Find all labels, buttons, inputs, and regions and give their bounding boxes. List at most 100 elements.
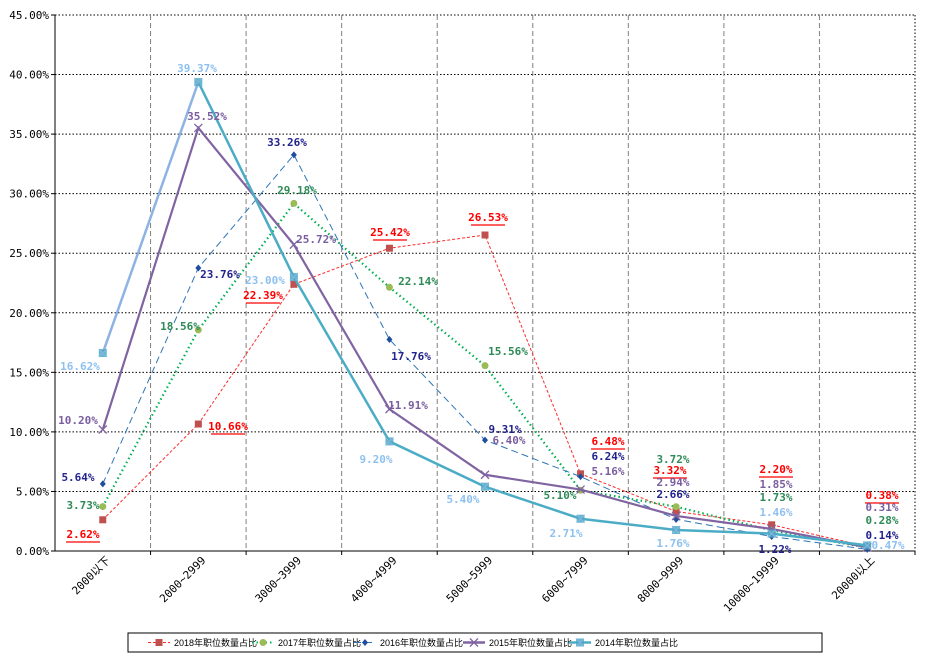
y-tick-label: 40.00% [9, 69, 49, 82]
data-label: 2.20% [759, 463, 792, 476]
marker-x [767, 529, 777, 538]
data-label: 18.56% [160, 320, 200, 333]
marker-circle [672, 503, 680, 511]
marker-diamond [290, 151, 297, 159]
marker-x [575, 638, 585, 647]
marker-diamond [195, 264, 202, 272]
marker-x [289, 272, 299, 282]
series-2014年职位数量占比 [98, 77, 872, 550]
x-tick-label: 20000以上 [829, 554, 877, 602]
y-axis: 0.00% 5.00% 10.00% 15.00% 20.00% 25.00% 30.00%… [9, 9, 56, 558]
marker-square [768, 521, 776, 529]
y-tick-label: 5.00% [16, 485, 49, 498]
series-lines [98, 77, 872, 553]
marker-circle [259, 639, 267, 646]
legend: 2018年职位数量占比 2017年职位数量占比 2016年职位数量占比 2015年职位… [127, 632, 823, 653]
data-label: 23.76% [200, 268, 240, 281]
data-label: 23.00% [245, 274, 285, 287]
data-label: 1.22% [758, 543, 791, 556]
marker-x [480, 482, 490, 492]
legend-label: 2017年职位数量占比 [278, 637, 361, 648]
data-label: 0.38% [865, 489, 898, 502]
y-tick-label: 35.00% [9, 128, 49, 141]
data-label: 2.71% [549, 527, 582, 540]
marker-square [155, 639, 163, 646]
marker-diamond [577, 473, 584, 481]
y-tick-label: 10.00% [9, 426, 49, 439]
series-line-segment [101, 81, 200, 354]
x-tick-label: 2000~2999 [157, 554, 208, 605]
marker-x [98, 425, 108, 434]
series-line [197, 81, 868, 547]
data-label: 1.73% [759, 491, 792, 504]
data-label: 33.26% [267, 136, 307, 149]
marker-x [98, 348, 108, 358]
marker-circle [194, 326, 202, 334]
marker-x [862, 541, 872, 550]
marker-square [385, 244, 393, 252]
data-label: 25.42% [370, 226, 410, 239]
data-label: 1.46% [759, 506, 792, 519]
marker-square [672, 507, 680, 515]
marker-x [384, 404, 394, 414]
data-label: 22.14% [398, 275, 438, 288]
data-label: 5.64% [61, 471, 94, 484]
data-label: 1.85% [759, 478, 792, 491]
x-tick-label: 4000~4999 [348, 554, 399, 605]
marker-square [481, 231, 489, 239]
marker-diamond [482, 436, 488, 444]
data-label: 26.53% [468, 211, 508, 224]
marker-square [99, 516, 107, 524]
marker-x [469, 638, 479, 647]
marker-x [193, 123, 203, 133]
data-label: 5.10% [543, 489, 576, 502]
grid [55, 14, 916, 551]
data-label: 0.28% [865, 514, 898, 527]
data-label: 2.62% [66, 528, 99, 541]
data-label: 10.20% [58, 414, 98, 427]
data-label: 5.16% [591, 465, 624, 478]
y-tick-label: 15.00% [9, 366, 49, 379]
legend-label: 2016年职位数量占比 [380, 637, 463, 648]
data-labels: 2.62%10.66%22.39%25.42%26.53%6.48%3.32% 2… [58, 62, 905, 556]
x-tick-label: 8000~9999 [635, 554, 686, 605]
data-label: 17.76% [391, 350, 431, 363]
data-label: 3.72% [656, 453, 689, 466]
y-tick-label: 20.00% [9, 307, 49, 320]
data-label: 0.31% [865, 501, 898, 514]
x-tick-label: 6000~7999 [539, 554, 590, 605]
data-label: 2.94% [656, 476, 689, 489]
data-label: 22.39% [243, 289, 283, 302]
data-label: 5.40% [446, 493, 479, 506]
marker-circle [385, 283, 393, 291]
y-tick-label: 30.00% [9, 188, 49, 201]
data-label: 9.31% [488, 423, 521, 436]
marker-circle [290, 199, 298, 207]
y-tick-label: 45.00% [9, 9, 49, 22]
data-label: 0.47% [871, 539, 904, 552]
marker-x [289, 240, 299, 250]
marker-x [576, 485, 586, 494]
marker-x [671, 525, 681, 535]
data-label: 11.91% [388, 399, 428, 412]
data-label: 35.52% [187, 110, 227, 123]
data-label: 29.18% [277, 184, 317, 197]
data-label: 1.76% [656, 537, 689, 550]
x-tick-label: 3000~3999 [253, 554, 304, 605]
marker-x [193, 77, 203, 87]
data-label: 25.72% [296, 233, 336, 246]
series-line [101, 201, 868, 549]
x-tick-label: 10000~19999 [721, 554, 782, 615]
series-2017年职位数量占比 [99, 199, 871, 552]
marker-diamond [362, 639, 368, 646]
marker-diamond [99, 480, 106, 488]
marker-square [194, 420, 202, 428]
legend-label: 2015年职位数量占比 [489, 637, 572, 648]
marker-x [671, 511, 681, 521]
data-label: 6.24% [591, 450, 624, 463]
x-tick-label: 5000~5999 [444, 554, 495, 605]
marker-circle [481, 362, 489, 370]
y-tick-label: 0.00% [16, 545, 49, 558]
marker-square [290, 280, 298, 288]
data-label: 3.32% [653, 464, 686, 477]
